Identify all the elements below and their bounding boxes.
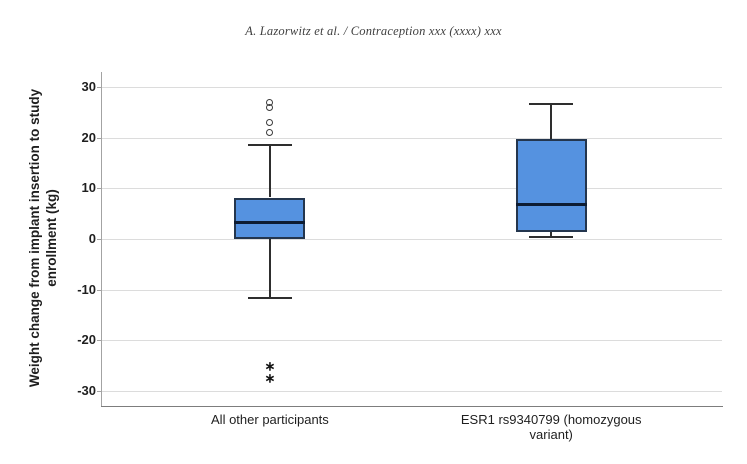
y-tick-mark bbox=[97, 390, 101, 392]
median-line bbox=[515, 203, 587, 207]
y-tick-mark bbox=[97, 340, 101, 342]
lower-whisker-cap bbox=[529, 236, 574, 239]
outlier-circle bbox=[266, 129, 274, 137]
gridline bbox=[101, 390, 722, 392]
upper-whisker-cap bbox=[529, 102, 574, 105]
gridline bbox=[101, 188, 722, 190]
median-line bbox=[234, 221, 306, 225]
lower-whisker-line bbox=[550, 232, 553, 238]
y-tick-label: -10 bbox=[77, 281, 96, 297]
upper-whisker-line bbox=[268, 145, 271, 198]
y-tick-label: 20 bbox=[81, 129, 96, 145]
running-head: A. Lazorwitz et al. / Contraception xxx … bbox=[245, 24, 502, 38]
x-category-label: ESR1 rs9340799 (homozygous variant) bbox=[460, 412, 642, 442]
y-tick-mark bbox=[97, 137, 101, 139]
lower-whisker-cap bbox=[247, 297, 292, 300]
y-tick-label: -20 bbox=[77, 332, 96, 348]
upper-whisker-line bbox=[550, 103, 553, 140]
y-tick-label: 30 bbox=[81, 79, 96, 95]
y-axis-line bbox=[101, 72, 102, 406]
x-axis-line bbox=[101, 406, 723, 407]
box-iqr bbox=[515, 139, 587, 233]
extreme-asterisk: ∗ bbox=[264, 370, 276, 386]
outlier-circle bbox=[266, 98, 274, 106]
y-tick-label: 10 bbox=[81, 180, 96, 196]
upper-whisker-cap bbox=[247, 144, 292, 147]
y-tick-mark bbox=[97, 188, 101, 190]
x-category-label: All other participants bbox=[211, 412, 329, 427]
gridline bbox=[101, 289, 722, 291]
gridline bbox=[101, 239, 722, 240]
box-iqr bbox=[234, 197, 306, 239]
gridline bbox=[101, 340, 722, 342]
y-tick-mark bbox=[97, 87, 101, 89]
y-tick-label: 0 bbox=[88, 231, 96, 246]
extreme-asterisk: ∗ bbox=[264, 358, 276, 373]
gridline bbox=[101, 137, 722, 139]
lower-whisker-line bbox=[268, 239, 271, 299]
y-tick-label: -30 bbox=[77, 382, 96, 398]
gridline bbox=[101, 87, 722, 89]
outlier-circle bbox=[266, 119, 274, 127]
y-tick-mark bbox=[97, 239, 101, 240]
y-tick-mark bbox=[97, 289, 101, 291]
